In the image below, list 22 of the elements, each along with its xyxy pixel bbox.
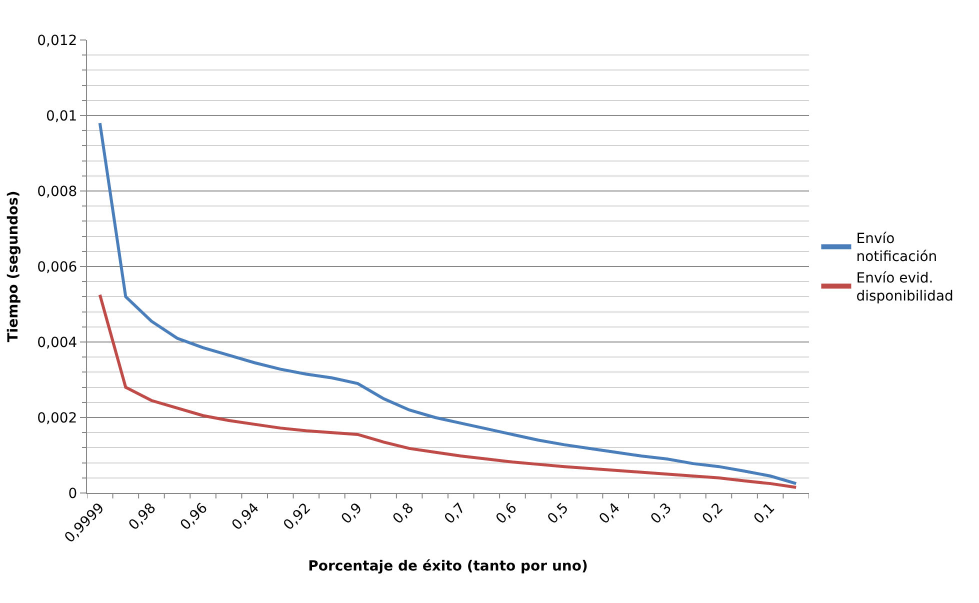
y-tick-label: 0,012 [37, 32, 78, 49]
x-tick-label: 0,7 [442, 500, 469, 528]
legend-label: Envío evid. disponibilidad [856, 270, 954, 305]
line-series [98, 122, 798, 486]
y-tick-label: 0,008 [37, 184, 78, 200]
y-tick-label: 0,006 [37, 259, 78, 276]
line-series [98, 293, 798, 489]
x-tick-label: 0,6 [493, 500, 520, 528]
y-axis-title: Tiempo (segundos) [6, 190, 22, 342]
x-tick-label: 0,1 [751, 500, 778, 528]
y-tick-label: 0 [68, 486, 78, 502]
y-tick-label: 0,004 [37, 334, 78, 351]
x-tick-label: 0,3 [648, 500, 675, 528]
y-tick-label: 0,01 [46, 108, 78, 124]
x-tick-label: 0,9 [338, 500, 366, 528]
x-tick-label: 0,8 [390, 500, 418, 528]
x-tick-label: 0,4 [596, 500, 624, 528]
x-tick-label: 0,2 [699, 500, 727, 528]
x-tick-label: 0,5 [544, 500, 572, 528]
y-tick-label: 0,002 [37, 410, 78, 426]
legend-label: Envío notificación [856, 231, 938, 266]
x-axis-title: Porcentaje de éxito (tanto por uno) [308, 558, 588, 575]
